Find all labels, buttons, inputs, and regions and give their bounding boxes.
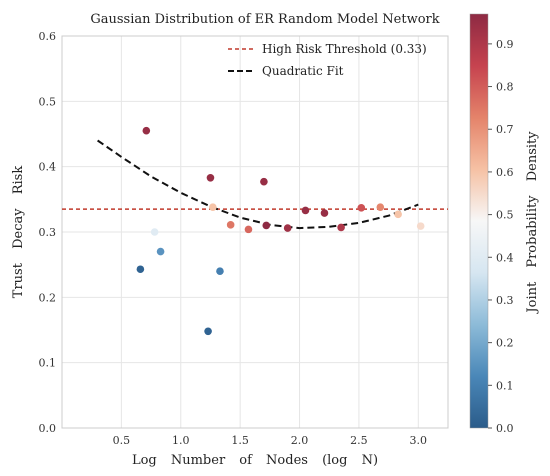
colorbar-tick-label: 0.7 xyxy=(496,123,514,136)
legend: High Risk Threshold (0.33) Quadratic Fit xyxy=(228,42,427,78)
data-point xyxy=(142,126,151,135)
y-axis-ticks: 0.0 0.1 0.2 0.3 0.4 0.5 0.6 xyxy=(39,30,57,435)
colorbar-tick-label: 0.2 xyxy=(496,337,514,350)
colorbar-tick-label: 0.4 xyxy=(496,251,514,264)
data-point xyxy=(244,225,253,234)
data-point xyxy=(226,221,235,229)
colorbar-tick-label: 0.9 xyxy=(496,38,514,51)
x-tick-label: 1.5 xyxy=(231,434,249,447)
grid-lines xyxy=(62,35,448,429)
legend-fit-label: Quadratic Fit xyxy=(262,64,344,78)
plot-area-frame xyxy=(61,35,449,429)
x-axis-ticks: 0.5 1.0 1.5 2.0 2.5 3.0 xyxy=(113,434,427,447)
y-tick-label: 0.2 xyxy=(39,291,57,304)
data-point xyxy=(260,177,268,186)
data-point xyxy=(416,222,425,230)
data-point xyxy=(262,221,271,230)
x-tick-label: 0.5 xyxy=(113,434,131,447)
data-point xyxy=(394,210,402,219)
colorbar-tick-label: 0.0 xyxy=(496,422,514,435)
data-point xyxy=(357,204,366,212)
y-tick-label: 0.4 xyxy=(39,161,57,174)
colorbar xyxy=(469,13,489,429)
x-tick-label: 2.5 xyxy=(350,434,368,447)
data-point xyxy=(156,247,165,256)
data-point xyxy=(216,267,224,276)
x-axis-label: Log Number of Nodes (log N) xyxy=(132,453,378,468)
data-point xyxy=(376,203,385,211)
data-point xyxy=(301,206,310,215)
data-point xyxy=(320,209,329,217)
data-point xyxy=(209,203,217,211)
quadratic-fit-curve xyxy=(97,139,419,230)
y-tick-label: 0.5 xyxy=(39,95,57,108)
x-tick-label: 1.0 xyxy=(172,434,190,447)
data-point xyxy=(283,224,292,232)
y-tick-label: 0.1 xyxy=(39,357,57,370)
colorbar-tick-label: 0.1 xyxy=(496,379,514,392)
y-tick-label: 0.3 xyxy=(39,226,57,239)
colorbar-ticks: 0.0 0.1 0.2 0.3 0.4 0.5 0.6 0.7 0.8 0.9 xyxy=(488,38,514,435)
data-point xyxy=(337,223,345,232)
y-tick-label: 0.0 xyxy=(39,422,57,435)
data-point xyxy=(136,265,145,274)
colorbar-tick-label: 0.5 xyxy=(496,209,514,222)
y-axis-label: Trust Decay Risk xyxy=(11,166,26,299)
fit-layer xyxy=(97,139,419,230)
colorbar-tick-label: 0.8 xyxy=(496,81,514,94)
data-points xyxy=(136,126,425,336)
x-tick-label: 2.0 xyxy=(291,434,309,447)
colorbar-tick-label: 0.3 xyxy=(496,294,514,307)
chart-title: Gaussian Distribution of ER Random Model… xyxy=(90,12,439,27)
data-point xyxy=(204,327,212,336)
y-tick-label: 0.6 xyxy=(39,30,57,43)
legend-threshold-label: High Risk Threshold (0.33) xyxy=(262,42,427,56)
colorbar-label: Joint Probability Density xyxy=(525,131,540,315)
x-tick-label: 3.0 xyxy=(410,434,428,447)
data-point xyxy=(150,228,159,236)
colorbar-tick-label: 0.6 xyxy=(496,166,514,179)
data-point xyxy=(206,173,215,182)
